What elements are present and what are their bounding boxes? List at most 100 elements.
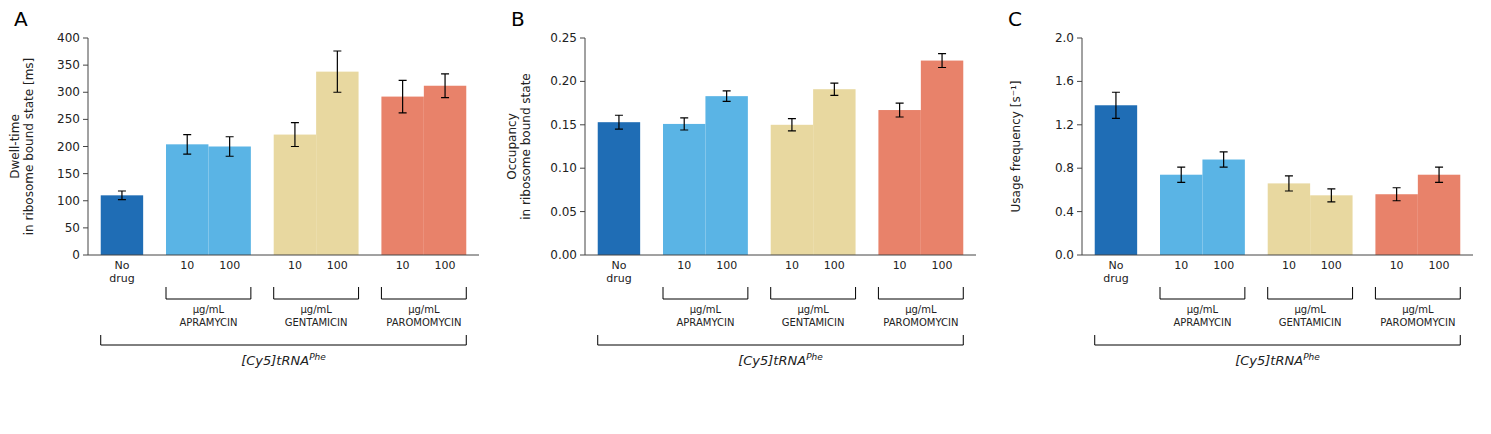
error-bar <box>226 137 234 157</box>
group-label: GENTAMICIN <box>285 317 348 328</box>
error-bar <box>1393 188 1401 201</box>
y-axis <box>585 38 586 255</box>
x-tick-label: 10 <box>288 259 302 272</box>
x-tick-label: 100 <box>824 259 845 272</box>
x-tick-label-line: 100 <box>1213 259 1234 272</box>
y-tick-label: 0.0 <box>1055 248 1074 262</box>
y-tick <box>83 227 88 228</box>
bar <box>598 122 640 255</box>
y-tick <box>580 168 585 169</box>
group-unit: μg/mL <box>690 304 722 315</box>
y-tick <box>83 65 88 66</box>
y-label-line: Dwell-time <box>8 114 22 179</box>
group-bracket <box>381 287 466 299</box>
bar <box>101 195 143 255</box>
x-tick-label-line: 100 <box>1321 259 1342 272</box>
error-bar <box>183 135 191 155</box>
group-label: PAROMOMYCIN <box>883 317 958 328</box>
outer-bracket <box>598 335 964 345</box>
x-label-superscript: Phe <box>1303 352 1320 362</box>
x-tick-label-line: 100 <box>716 259 737 272</box>
bars <box>598 54 964 255</box>
y-label-line: in ribosome bound state <box>519 73 533 219</box>
group-label: APRAMYCIN <box>180 317 238 328</box>
y-tick-label: 0.4 <box>1055 205 1074 219</box>
x-tick-label: 10 <box>677 259 691 272</box>
x-tick-label: 100 <box>716 259 737 272</box>
y-tick <box>580 124 585 125</box>
panel-title: A <box>14 7 28 31</box>
panel-title: C <box>1008 7 1022 31</box>
bar <box>1310 195 1352 255</box>
bar <box>813 89 855 255</box>
x-tick-label: 100 <box>932 259 953 272</box>
group-unit: μg/mL <box>797 304 829 315</box>
y-tick <box>1077 124 1082 125</box>
error-bar <box>1327 189 1335 202</box>
figure: A050100150200250300350400Dwell-timein ri… <box>0 0 1491 434</box>
y-tick <box>1077 211 1082 212</box>
bar <box>663 124 705 255</box>
bars <box>1095 92 1461 255</box>
y-tick-label: 350 <box>57 58 80 72</box>
y-label: Occupancyin ribosome bound state <box>505 73 533 219</box>
panel: B0.000.050.100.150.200.25Occupancyin rib… <box>505 7 976 368</box>
group-bracket <box>166 287 251 299</box>
x-label-main: [Cy5]tRNA <box>738 353 806 368</box>
x-tick-label-line: 10 <box>180 259 194 272</box>
x-tick-label: Nodrug <box>1103 259 1128 285</box>
x-tick-label-line: 10 <box>288 259 302 272</box>
x-tick-label: 10 <box>396 259 410 272</box>
group-label: GENTAMICIN <box>1279 317 1342 328</box>
y-tick <box>83 119 88 120</box>
x-tick-label-line: drug <box>109 272 134 285</box>
y-tick <box>83 146 88 147</box>
y-tick-label: 0.10 <box>550 161 577 175</box>
x-tick-label-line: 100 <box>1429 259 1450 272</box>
error-bar <box>1220 152 1228 167</box>
outer-bracket <box>1095 335 1461 345</box>
bar <box>1202 160 1244 255</box>
x-tick-label-line: 10 <box>1282 259 1296 272</box>
x-tick-label: 100 <box>219 259 240 272</box>
x-axis <box>585 255 976 256</box>
error-bar <box>399 80 407 113</box>
group-unit: μg/mL <box>1294 304 1326 315</box>
error-bar <box>1285 176 1293 191</box>
y-tick-label: 2.0 <box>1055 31 1074 45</box>
group-label: APRAMYCIN <box>1174 317 1232 328</box>
bar <box>1268 183 1310 255</box>
y-tick-label: 0.20 <box>550 74 577 88</box>
group-unit: μg/mL <box>193 304 225 315</box>
x-tick-label-line: 100 <box>435 259 456 272</box>
y-tick-label: 0.8 <box>1055 161 1074 175</box>
x-tick-label-line: 10 <box>677 259 691 272</box>
y-tick-label: 50 <box>65 221 80 235</box>
y-tick <box>580 255 585 256</box>
bar <box>424 86 466 255</box>
x-tick-label: 10 <box>1282 259 1296 272</box>
group-unit: μg/mL <box>300 304 332 315</box>
bars <box>101 51 467 255</box>
y-label-line: Occupancy <box>505 113 519 180</box>
y-tick <box>1077 255 1082 256</box>
x-tick-label-line: 100 <box>327 259 348 272</box>
y-tick <box>83 173 88 174</box>
outer-bracket <box>101 335 467 345</box>
x-label-superscript: Phe <box>806 352 823 362</box>
x-tick-label-line: 10 <box>1390 259 1404 272</box>
x-label: [Cy5]tRNAPhe <box>738 352 823 368</box>
group-bracket <box>1160 287 1245 299</box>
group-unit: μg/mL <box>905 304 937 315</box>
x-tick-label-line: 10 <box>893 259 907 272</box>
y-tick-label: 0.00 <box>550 248 577 262</box>
x-tick-label: 10 <box>893 259 907 272</box>
x-label: [Cy5]tRNAPhe <box>241 352 326 368</box>
y-label: Usage frequency [s⁻¹] <box>1009 81 1023 213</box>
x-label-main: [Cy5]tRNA <box>1235 353 1303 368</box>
x-axis <box>1082 255 1473 256</box>
panel-title: B <box>511 7 525 31</box>
y-tick <box>83 200 88 201</box>
x-tick-label: 10 <box>180 259 194 272</box>
error-bar <box>615 115 623 129</box>
